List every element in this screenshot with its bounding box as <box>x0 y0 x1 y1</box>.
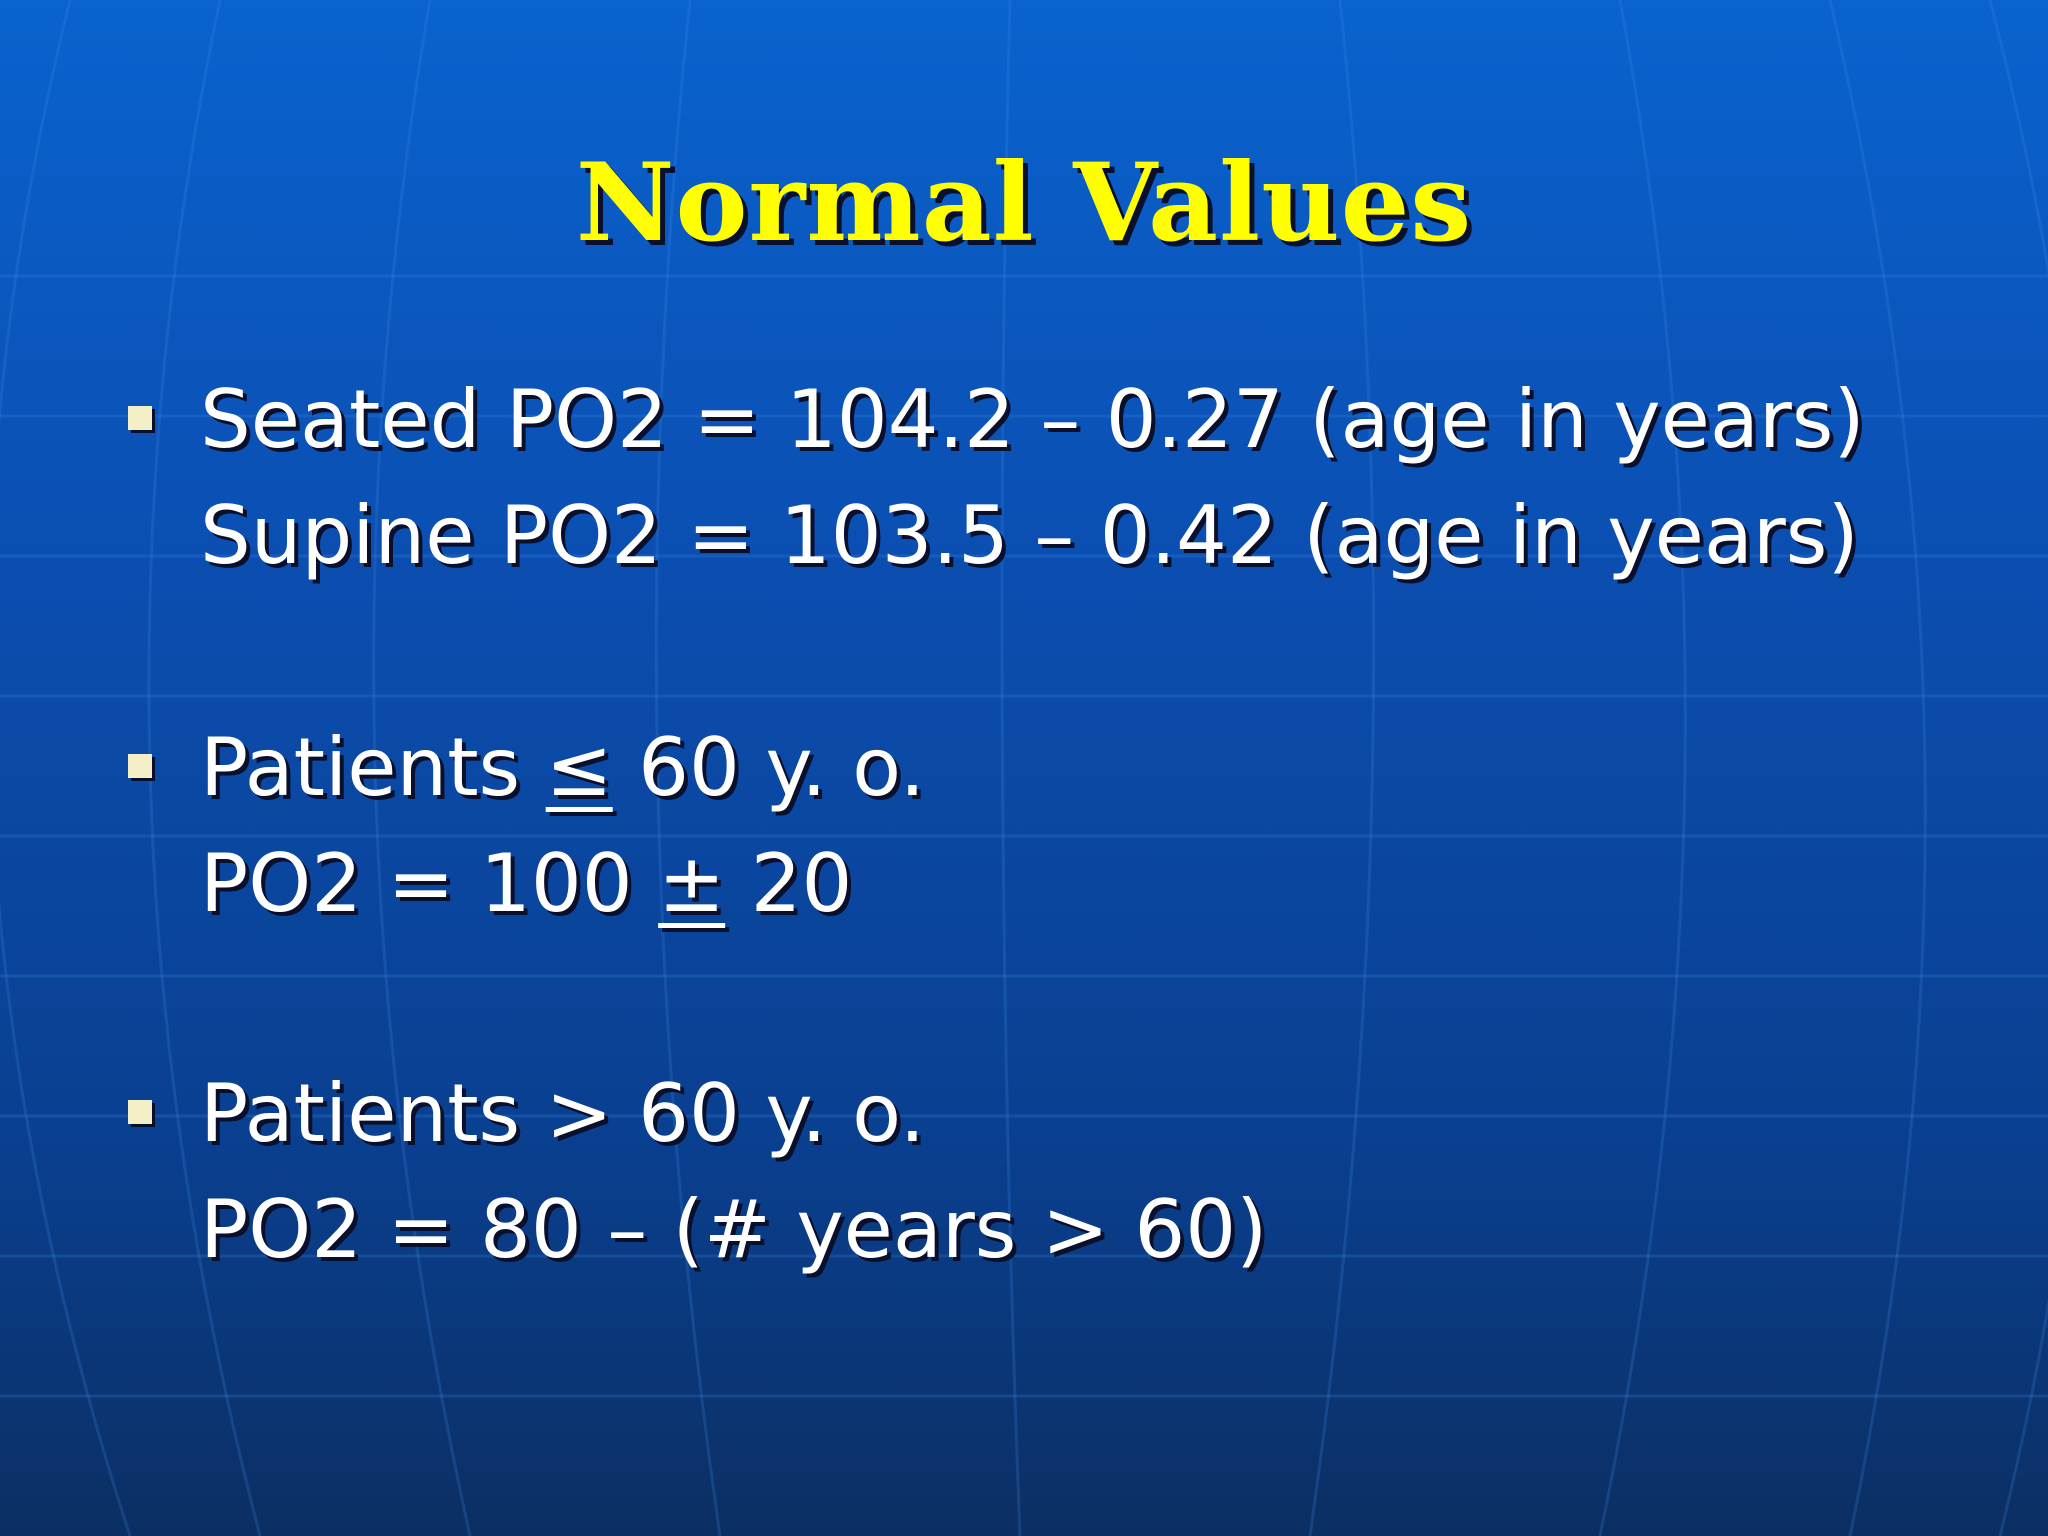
less-than-or-equal-symbol: ≤ <box>545 721 613 814</box>
bullet-2-line-1: Patients ≤ 60 y. o. <box>200 728 925 808</box>
bullet-2-line-1-suffix: 60 y. o. <box>612 721 926 814</box>
square-bullet-icon <box>128 754 152 778</box>
bullet-2-line-2: PO2 = 100 ± 20 <box>200 844 852 924</box>
square-bullet-icon <box>128 1100 152 1124</box>
bullet-2-line-2-suffix: 20 <box>725 837 853 930</box>
bullet-1-line-1: Seated PO2 = 104.2 – 0.27 (age in years) <box>200 373 1865 466</box>
bullet-2-line-1-prefix: Patients <box>200 721 546 814</box>
slide-title: Normal Values <box>575 140 1473 266</box>
bullet-2-line-2-prefix: PO2 = 100 <box>200 837 659 930</box>
bullet-3-line-1: Patients > 60 y. o. <box>200 1067 926 1160</box>
plus-minus-symbol: ± <box>658 837 726 930</box>
bullet-3-line-2: PO2 = 80 – (# years > 60) <box>200 1183 1268 1276</box>
bullet-1-line-2: Supine PO2 = 103.5 – 0.42 (age in years) <box>200 489 1859 582</box>
square-bullet-icon <box>128 406 152 430</box>
